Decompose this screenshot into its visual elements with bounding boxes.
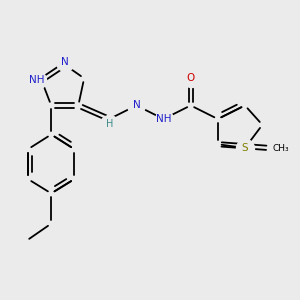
Text: NH: NH (29, 75, 45, 85)
Text: N: N (133, 100, 140, 110)
Text: NH: NH (156, 114, 171, 124)
Text: O: O (187, 73, 195, 83)
Text: H: H (106, 119, 113, 129)
Text: N: N (61, 57, 69, 67)
Text: S: S (242, 143, 248, 153)
Text: CH₃: CH₃ (273, 144, 289, 153)
